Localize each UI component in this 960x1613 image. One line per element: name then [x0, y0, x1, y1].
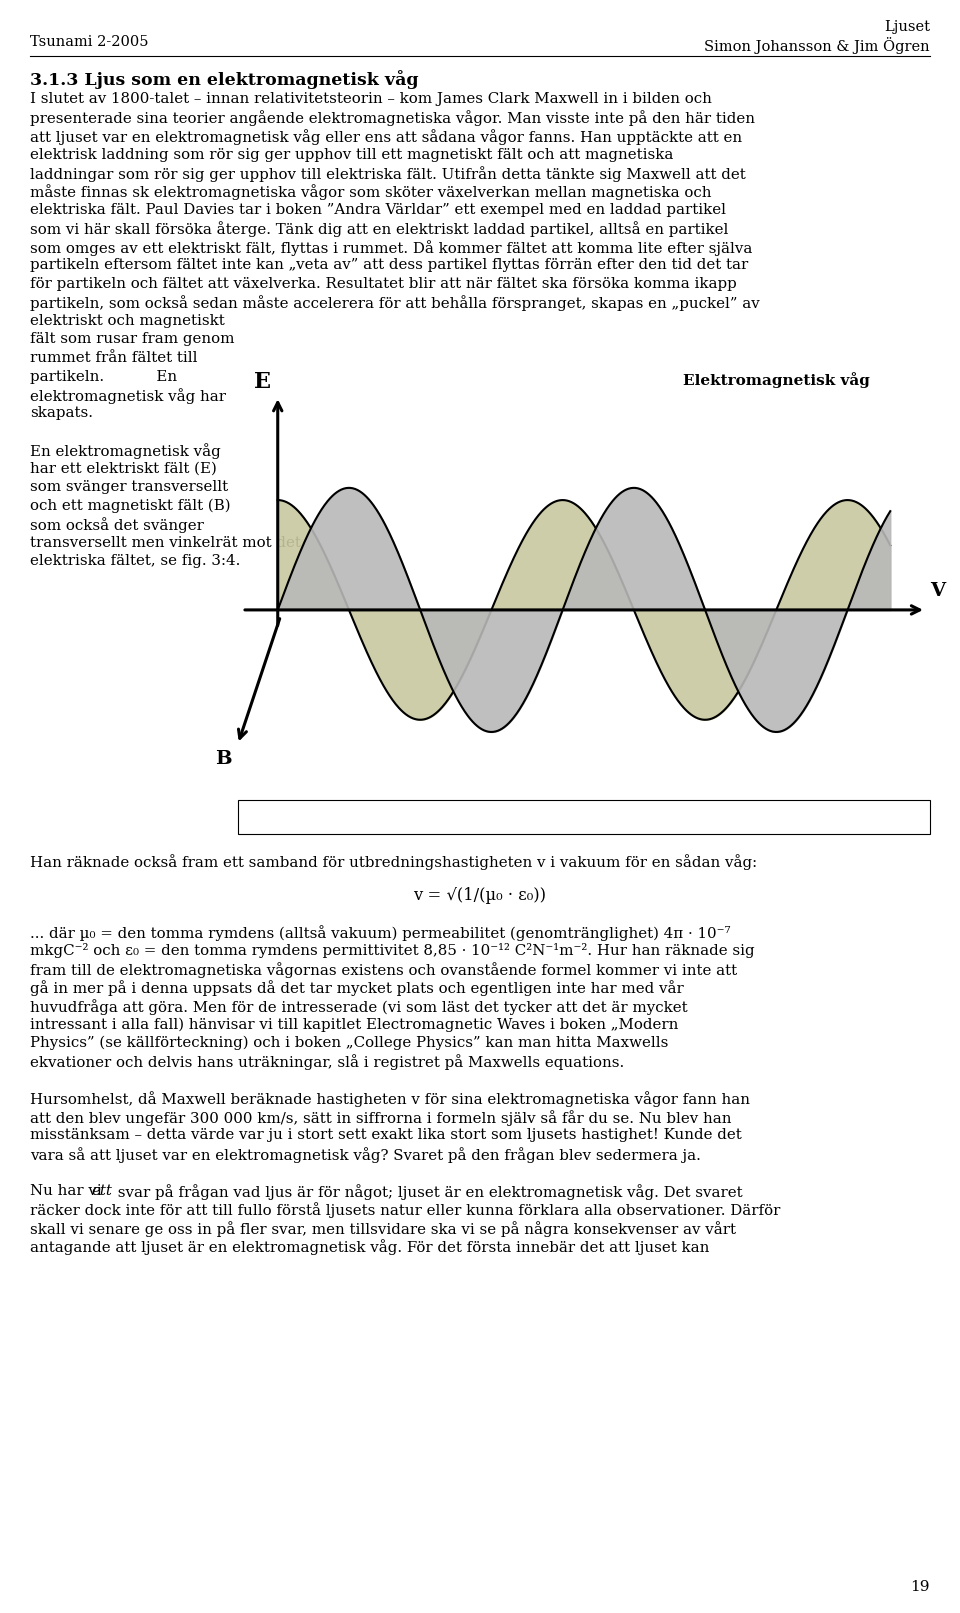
Text: ... där µ₀ = den tomma rymdens (alltså vakuum) permeabilitet (genomtränglighet) : ... där µ₀ = den tomma rymdens (alltså v…: [30, 924, 731, 940]
Text: som omges av ett elektriskt fält, flyttas i rummet. Då kommer fältet att komma l: som omges av ett elektriskt fält, flytta…: [30, 240, 753, 256]
Text: 3.1.3 Ljus som en elektromagnetisk våg: 3.1.3 Ljus som en elektromagnetisk våg: [30, 69, 419, 89]
Text: misstänksam – detta värde var ju i stort sett exakt lika stort som ljusets hasti: misstänksam – detta värde var ju i stort…: [30, 1129, 742, 1142]
Text: och ett magnetiskt fält (B): och ett magnetiskt fält (B): [30, 498, 230, 513]
Text: som också det svänger: som också det svänger: [30, 518, 204, 534]
Text: ett: ett: [91, 1184, 112, 1198]
Text: E: E: [253, 371, 271, 392]
Text: B: B: [216, 750, 232, 768]
Text: att ljuset var en elektromagnetisk våg eller ens att sådana vågor fanns. Han upp: att ljuset var en elektromagnetisk våg e…: [30, 129, 742, 145]
Text: skapats.: skapats.: [30, 406, 93, 421]
Text: skall vi senare ge oss in på fler svar, men tillsvidare ska vi se på några konse: skall vi senare ge oss in på fler svar, …: [30, 1221, 736, 1237]
Text: elektrisk laddning som rör sig ger upphov till ett magnetiskt fält och att magne: elektrisk laddning som rör sig ger uppho…: [30, 147, 673, 161]
Text: Ljuset: Ljuset: [884, 19, 930, 34]
Text: gå in mer på i denna uppsats då det tar mycket plats och egentligen inte har med: gå in mer på i denna uppsats då det tar …: [30, 981, 684, 997]
Text: partikeln eftersom fältet inte kan „veta av” att dess partikel flyttas förrän ef: partikeln eftersom fältet inte kan „veta…: [30, 258, 748, 273]
Text: huvudfråga att göra. Men för de intresserade (vi som läst det tycker att det är : huvudfråga att göra. Men för de intresse…: [30, 998, 687, 1015]
Text: har ett elektriskt fält (E): har ett elektriskt fält (E): [30, 461, 217, 476]
Text: räcker dock inte för att till fullo förstå ljusets natur eller kunna förklara al: räcker dock inte för att till fullo förs…: [30, 1203, 780, 1218]
Text: Tsunami 2-2005: Tsunami 2-2005: [30, 35, 149, 48]
Text: fram till de elektromagnetiska vågornas existens och ovanstående formel kommer v: fram till de elektromagnetiska vågornas …: [30, 961, 737, 977]
Text: elektriska fält. Paul Davies tar i boken ”Andra Världar” ett exempel med en ladd: elektriska fält. Paul Davies tar i boken…: [30, 203, 726, 218]
Text: En elektromagnetisk våg: En elektromagnetisk våg: [30, 444, 221, 460]
Text: elektriskt och magnetiskt: elektriskt och magnetiskt: [30, 315, 225, 327]
Text: som vi här skall försöka återge. Tänk dig att en elektriskt laddad partikel, all: som vi här skall försöka återge. Tänk di…: [30, 221, 729, 237]
Text: fält som rusar fram genom: fält som rusar fram genom: [30, 332, 234, 347]
Text: Physics” (se källförteckning) och i boken „College Physics” kan man hitta Maxwel: Physics” (se källförteckning) och i boke…: [30, 1036, 668, 1050]
Text: V: V: [930, 582, 946, 600]
Text: I slutet av 1800-talet – innan relativitetsteorin – kom James Clark Maxwell in i: I slutet av 1800-talet – innan relativit…: [30, 92, 712, 106]
Text: v = √(1/(µ₀ · ε₀)): v = √(1/(µ₀ · ε₀)): [414, 887, 546, 903]
Text: rummet från fältet till: rummet från fältet till: [30, 352, 198, 365]
Text: 19: 19: [910, 1581, 930, 1594]
Text: elektromagnetisk våg har: elektromagnetisk våg har: [30, 389, 226, 403]
Text: Hursomhelst, då Maxwell beräknade hastigheten v för sina elektromagnetiska vågor: Hursomhelst, då Maxwell beräknade hastig…: [30, 1092, 750, 1108]
Text: Simon Johansson & Jim Ögren: Simon Johansson & Jim Ögren: [705, 37, 930, 53]
Bar: [238, 800, 930, 834]
Text: Elektromagnetisk våg: Elektromagnetisk våg: [683, 373, 870, 387]
Text: transversellt men vinkelrät mot det: transversellt men vinkelrät mot det: [30, 536, 300, 550]
Text: partikeln.           En: partikeln. En: [30, 369, 178, 384]
Text: svar på frågan vad ljus är för något; ljuset är en elektromagnetisk våg. Det sva: svar på frågan vad ljus är för något; lj…: [113, 1184, 743, 1200]
Text: laddningar som rör sig ger upphov till elektriska fält. Utifrån detta tänkte sig: laddningar som rör sig ger upphov till e…: [30, 166, 746, 182]
Text: måste finnas sk elektromagnetiska vågor som sköter växelverkan mellan magnetiska: måste finnas sk elektromagnetiska vågor …: [30, 184, 711, 200]
Text: elektriska fältet, se fig. 3:4.: elektriska fältet, se fig. 3:4.: [30, 555, 240, 568]
Text: presenterade sina teorier angående elektromagnetiska vågor. Man visste inte på d: presenterade sina teorier angående elekt…: [30, 111, 755, 126]
Text: antagande att ljuset är en elektromagnetisk våg. För det första innebär det att : antagande att ljuset är en elektromagnet…: [30, 1239, 709, 1255]
Text: intressant i alla fall) hänvisar vi till kapitlet Electromagnetic Waves i boken : intressant i alla fall) hänvisar vi till…: [30, 1018, 679, 1032]
Text: Teoretisk figur över en elektromagnetisk våg: Teoretisk figur över en elektromagnetisk…: [290, 806, 592, 821]
Text: vara så att ljuset var en elektromagnetisk våg? Svaret på den frågan blev sederm: vara så att ljuset var en elektromagneti…: [30, 1147, 701, 1163]
Text: mkgC⁻² och ε₀ = den tomma rymdens permittivitet 8,85 · 10⁻¹² C²N⁻¹m⁻². Hur han r: mkgC⁻² och ε₀ = den tomma rymdens permit…: [30, 944, 755, 958]
Text: Fig 3.4: Fig 3.4: [246, 806, 302, 819]
Text: för partikeln och fältet att växelverka. Resultatet blir att när fältet ska förs: för partikeln och fältet att växelverka.…: [30, 277, 736, 290]
Text: partikeln, som också sedan måste accelerera för att behålla förspranget, skapas : partikeln, som också sedan måste acceler…: [30, 295, 759, 311]
Text: ekvationer och delvis hans uträkningar, slå i registret på Maxwells equations.: ekvationer och delvis hans uträkningar, …: [30, 1055, 624, 1071]
Text: Han räknade också fram ett samband för utbredningshastigheten v i vakuum för en : Han räknade också fram ett samband för u…: [30, 853, 757, 869]
Text: att den blev ungefär 300 000 km/s, sätt in siffrorna i formeln själv så får du s: att den blev ungefär 300 000 km/s, sätt …: [30, 1110, 732, 1126]
Text: som svänger transversellt: som svänger transversellt: [30, 481, 228, 495]
Text: Nu har vi: Nu har vi: [30, 1184, 107, 1198]
